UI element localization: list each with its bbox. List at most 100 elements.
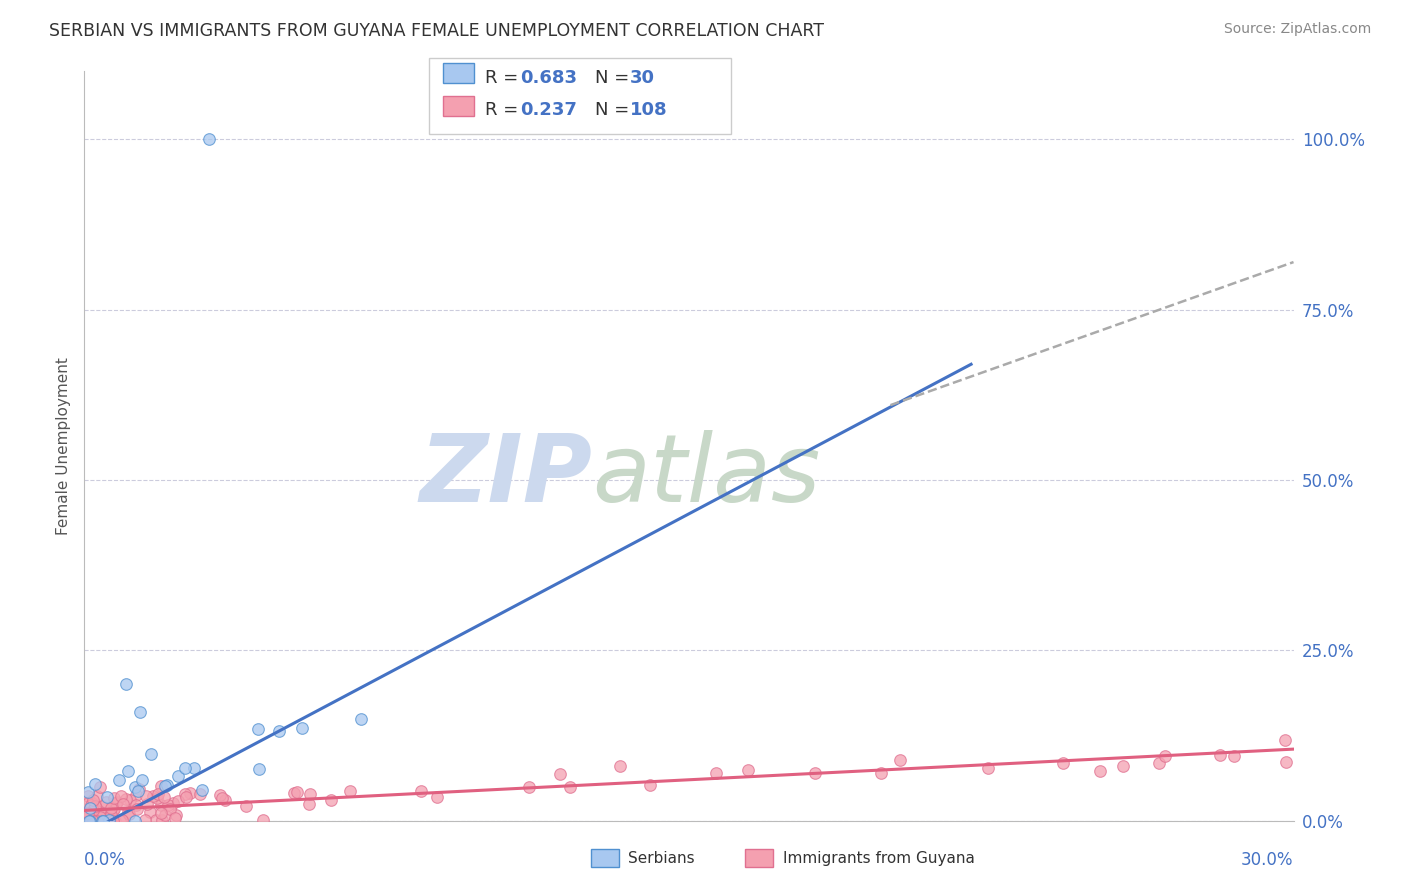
Text: 108: 108 [630,101,668,119]
Point [98,813,121,827]
Point [1154,749,1177,764]
Point [211,791,233,805]
Point [82,793,104,807]
Point [252,813,274,827]
Text: Serbians: Serbians [628,851,695,866]
Point [79,814,101,828]
Point [93,812,115,826]
Point [80,806,103,821]
Point [89,810,111,824]
Text: 30.0%: 30.0% [1241,851,1294,869]
Point [91,814,114,828]
Text: Source: ZipAtlas.com: Source: ZipAtlas.com [1223,22,1371,37]
Point [548,767,571,781]
Point [114,792,136,806]
Point [155,808,177,822]
Point [1088,764,1111,779]
Point [131,772,153,787]
Point [93,814,115,828]
Point [156,778,179,792]
Point [609,759,631,773]
Point [127,802,149,816]
Point [80,814,103,828]
Point [291,721,314,735]
Point [79,814,101,828]
Point [91,799,114,814]
Point [150,797,173,812]
Point [153,779,176,793]
Point [135,789,157,803]
Point [118,793,141,807]
Point [101,803,124,817]
Point [125,797,148,812]
Point [134,813,156,827]
Point [350,712,373,726]
Text: ZIP: ZIP [419,430,592,522]
Point [98,808,121,822]
Point [103,790,125,805]
Point [183,761,205,775]
Point [162,797,184,811]
Point [80,798,103,813]
Point [91,813,114,827]
Text: N =: N = [595,69,634,87]
Point [145,813,167,827]
Point [142,789,165,803]
Point [803,766,825,780]
Point [128,782,150,797]
Point [165,807,187,822]
Point [77,785,100,799]
Point [82,814,104,828]
Point [103,802,125,816]
Point [146,791,169,805]
Point [77,808,100,822]
Point [82,814,104,828]
Point [1222,749,1244,764]
Text: SERBIAN VS IMMIGRANTS FROM GUYANA FEMALE UNEMPLOYMENT CORRELATION CHART: SERBIAN VS IMMIGRANTS FROM GUYANA FEMALE… [49,22,824,40]
Point [111,797,134,811]
Point [737,763,759,777]
Point [517,780,540,794]
Point [174,761,197,775]
Point [136,797,159,811]
Point [179,786,201,800]
Point [96,790,118,805]
Point [267,723,290,738]
Text: R =: R = [485,101,524,119]
Point [80,814,103,828]
Point [159,802,181,816]
Point [77,789,100,804]
Point [86,814,108,828]
Point [425,790,447,805]
Point [150,813,173,827]
Point [166,769,188,783]
Point [89,780,111,795]
Point [110,789,132,803]
Point [77,810,100,824]
Point [411,783,433,797]
Text: 30: 30 [630,69,655,87]
Point [82,804,104,818]
Point [117,764,139,778]
Point [94,795,117,809]
Text: N =: N = [595,101,634,119]
Point [214,793,236,807]
Point [153,789,176,804]
Point [117,805,139,820]
Point [638,778,661,792]
Point [150,805,173,820]
Point [103,797,125,811]
Point [125,788,148,802]
Text: 0.237: 0.237 [520,101,576,119]
Point [977,760,1000,774]
Text: 0.0%: 0.0% [84,851,127,869]
Text: atlas: atlas [592,431,821,522]
Point [84,799,107,814]
Point [115,677,138,691]
Point [1112,759,1135,773]
Point [127,783,149,797]
Point [1208,748,1230,763]
Point [163,811,186,825]
Point [1274,733,1296,747]
Point [889,753,911,767]
